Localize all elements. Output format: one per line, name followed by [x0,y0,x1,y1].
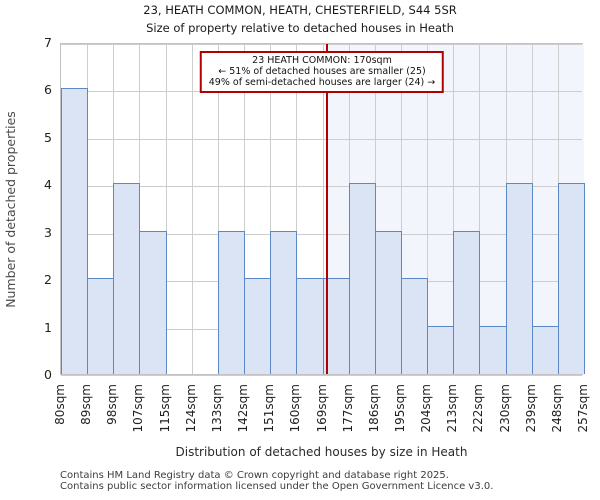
x-tick-label: 89sqm [79,384,93,425]
property-size-marker-line [326,44,328,374]
y-tick-label: 7 [44,35,52,50]
histogram-bar [113,183,140,374]
x-tick-label: 169sqm [315,384,329,433]
annotation-line-2: ← 51% of detached houses are smaller (25… [218,66,426,77]
v-gridline [166,44,167,374]
x-tick-label: 115sqm [158,384,172,433]
chart-title: 23, HEATH COMMON, HEATH, CHESTERFIELD, S… [143,3,457,17]
v-gridline [270,44,271,374]
footer: Contains HM Land Registry data © Crown c… [60,470,493,492]
histogram-bar [296,278,324,374]
histogram-bar [218,231,245,374]
annotation-box: 23 HEATH COMMON: 170sqm ← 51% of detache… [199,51,445,93]
y-tick-label: 3 [44,225,52,240]
footer-line-1: Contains HM Land Registry data © Crown c… [60,470,449,481]
x-tick-label: 124sqm [184,384,198,433]
v-gridline [453,44,454,374]
y-tick-label: 2 [44,272,52,287]
h-gridline [61,44,582,45]
x-tick-label: 107sqm [131,384,145,433]
x-tick-label: 142sqm [236,384,250,433]
x-tick-label: 248sqm [550,384,564,433]
x-tick-label: 195sqm [393,384,407,433]
histogram-bar [427,326,454,374]
v-gridline [401,44,402,374]
y-tick-label: 1 [44,320,52,335]
plot-area: 23 HEATH COMMON: 170sqm ← 51% of detache… [60,43,585,376]
histogram-bar [558,183,585,374]
x-axis-label: Distribution of detached houses by size … [175,445,468,459]
x-tick-label: 98sqm [105,384,119,425]
histogram-bar [401,278,428,374]
x-tick-label: 177sqm [341,384,355,433]
y-tick-label: 5 [44,130,52,145]
histogram-bar [479,326,507,374]
histogram-bar [87,278,114,374]
annotation-line-3: 49% of semi-detached houses are larger (… [208,77,436,88]
histogram-bar [349,183,376,374]
v-gridline [244,44,245,374]
x-tick-label: 133sqm [210,384,224,433]
v-gridline [427,44,428,374]
y-tick-label: 6 [44,82,52,97]
v-gridline [296,44,297,374]
x-tick-label: 257sqm [576,384,590,433]
x-tick-label: 186sqm [367,384,381,433]
x-tick-label: 239sqm [524,384,538,433]
h-gridline [61,234,582,235]
histogram-bar [375,231,402,374]
histogram-bar [453,231,480,374]
footer-line-2: Contains public sector information licen… [60,481,494,492]
x-tick-label: 204sqm [419,384,433,433]
histogram-bar [244,278,271,374]
x-tick-label: 230sqm [498,384,512,433]
annotation-line-1: 23 HEATH COMMON: 170sqm [252,55,392,66]
histogram-bar [139,231,167,374]
h-gridline [61,375,582,376]
v-gridline [323,44,324,374]
histogram-bar [61,88,88,374]
v-gridline [479,44,480,374]
histogram-bar [532,326,559,374]
v-gridline [218,44,219,374]
x-tick-label: 222sqm [471,384,485,433]
chart-subtitle: Size of property relative to detached ho… [146,21,454,35]
x-tick-label: 151sqm [262,384,276,433]
y-tick-label: 0 [44,367,52,382]
x-tick-label: 80sqm [53,384,67,425]
histogram-bar [506,183,533,374]
h-gridline [61,139,582,140]
x-tick-label: 160sqm [288,384,302,433]
x-tick-label: 213sqm [445,384,459,433]
histogram-bar [270,231,297,374]
y-tick-label: 4 [44,177,52,192]
v-gridline [192,44,193,374]
h-gridline [61,186,582,187]
